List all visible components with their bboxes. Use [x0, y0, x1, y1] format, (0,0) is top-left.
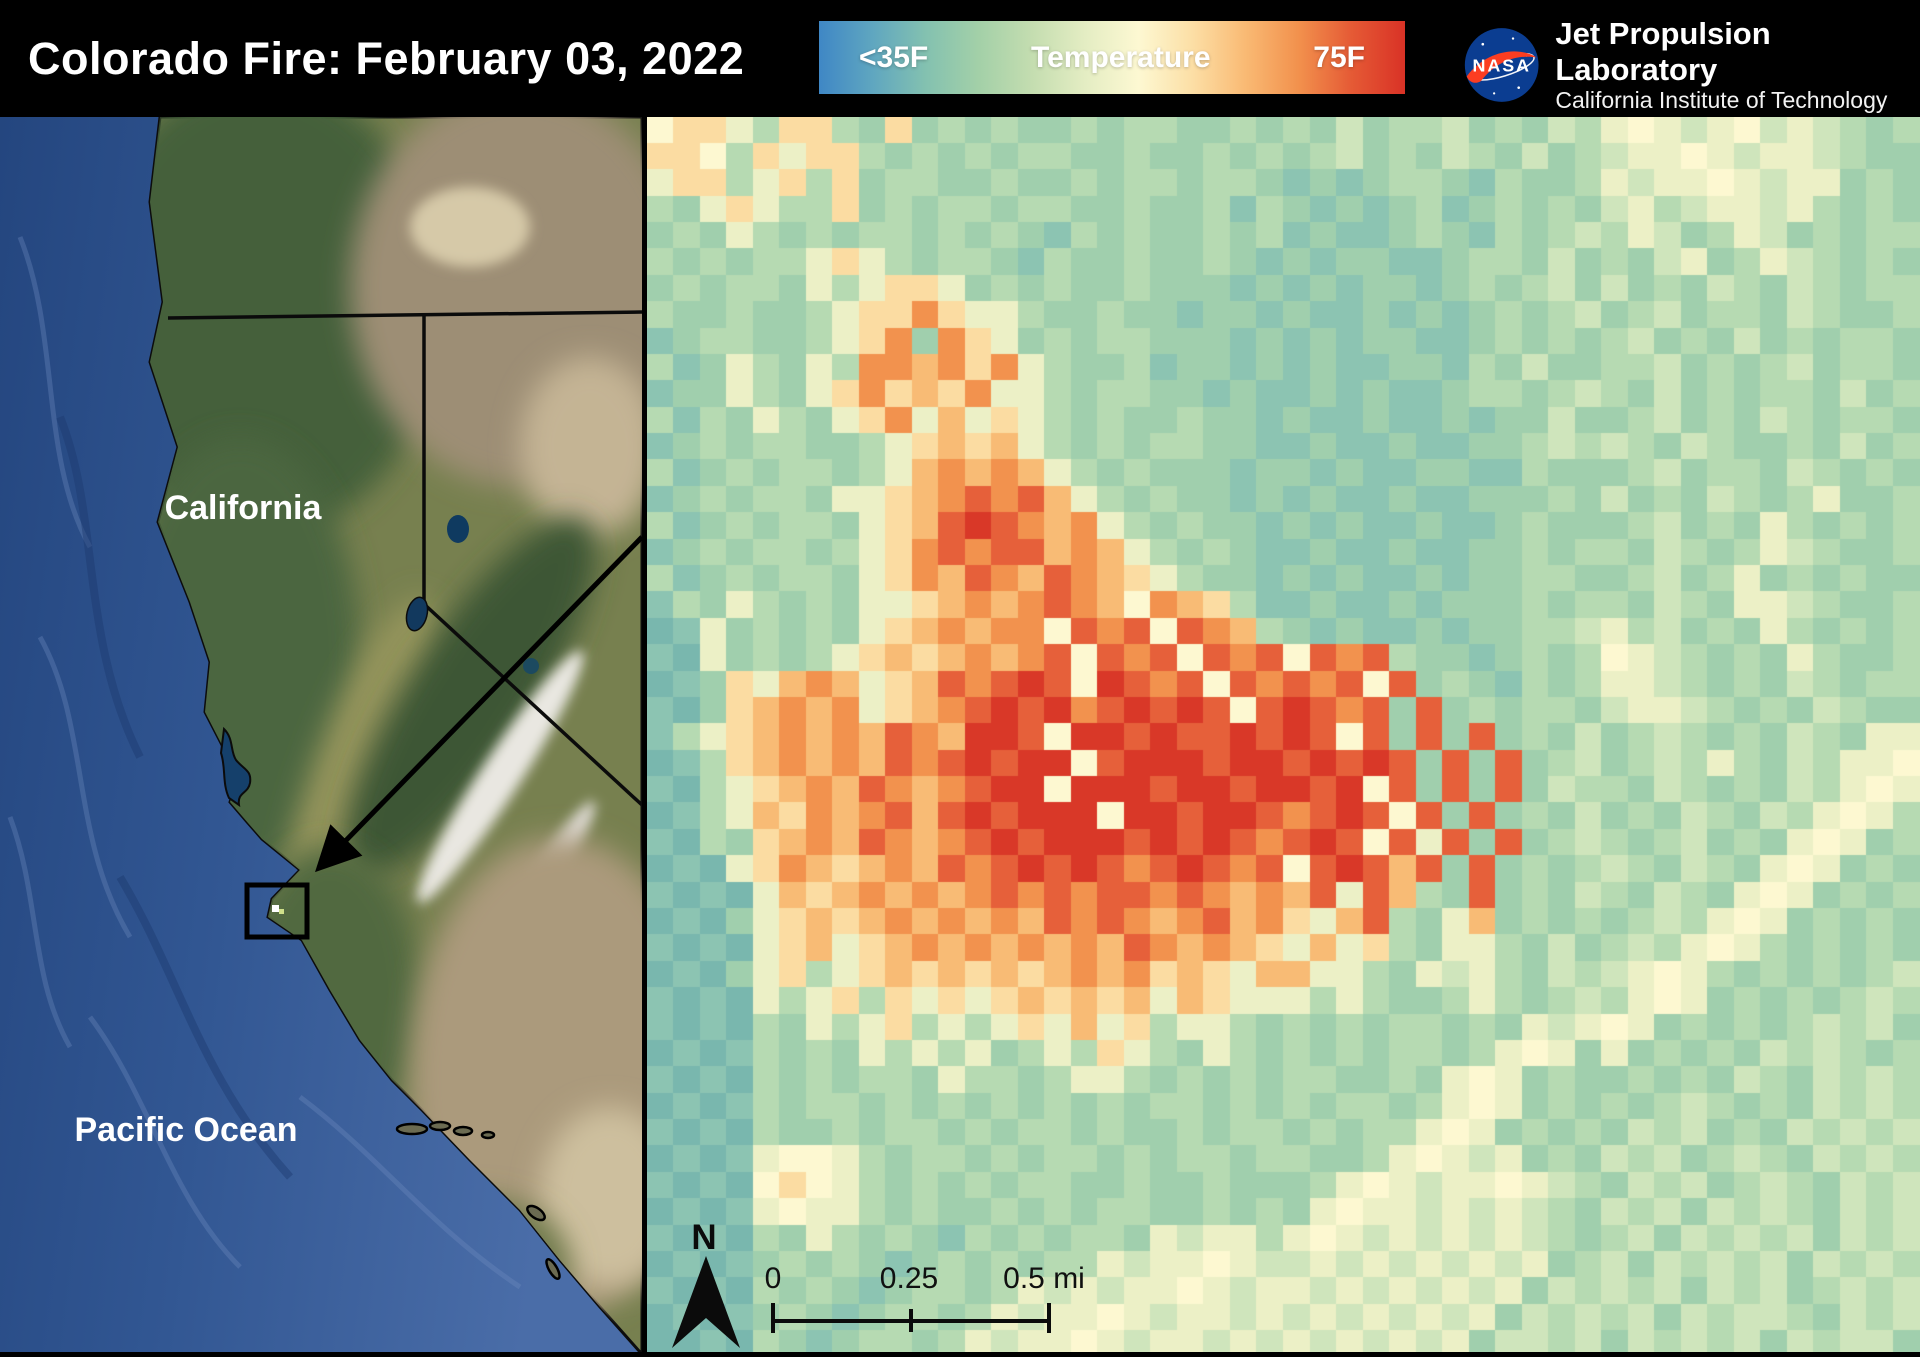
location-pointer-arrow [315, 535, 642, 873]
nasa-logo-icon: NASA [1464, 28, 1539, 103]
nasa-logo-text: NASA [1472, 56, 1530, 76]
temperature-heatmap [647, 117, 1920, 1357]
scale-label-025: 0.25 [879, 1262, 939, 1295]
california-locator-map: California Pacific Ocean [0, 117, 642, 1357]
bottom-border [0, 1352, 1920, 1357]
pyramid-lake [447, 515, 469, 543]
ocean-label: Pacific Ocean [74, 1111, 297, 1149]
scale-tick-middle [909, 1309, 913, 1332]
header-bar: Colorado Fire: February 03, 2022 <35F Te… [0, 0, 1920, 117]
scale-label-05mi: 0.5 mi [1003, 1262, 1085, 1295]
scale-label-0: 0 [764, 1262, 782, 1295]
mono-lake [523, 658, 539, 674]
lake-tahoe [405, 596, 429, 632]
colorbar-max-label: 75F [1313, 40, 1365, 74]
colorbar-min-label: <35F [859, 40, 929, 74]
page-title: Colorado Fire: February 03, 2022 [28, 32, 745, 84]
sub-org-name: California Institute of Technology [1555, 87, 1888, 114]
branding: NASA Jet Propulsion Laboratory Californi… [1462, 16, 1920, 115]
org-name: Jet Propulsion Laboratory [1555, 16, 1771, 87]
fire-location-box [244, 882, 310, 940]
san-francisco-bay [219, 726, 252, 808]
north-arrow-icon [672, 1256, 740, 1348]
scale-tick-right [1047, 1303, 1051, 1333]
thermal-detail-panel [647, 117, 1920, 1357]
channel-islands [395, 1120, 561, 1280]
colorbar-title: Temperature [1031, 40, 1211, 74]
scale-tick-left [771, 1303, 775, 1333]
north-label: N [691, 1218, 717, 1257]
temperature-colorbar: <35F Temperature 75F [819, 21, 1405, 94]
fire-location-dot [272, 905, 279, 912]
state-label: California [165, 489, 323, 527]
